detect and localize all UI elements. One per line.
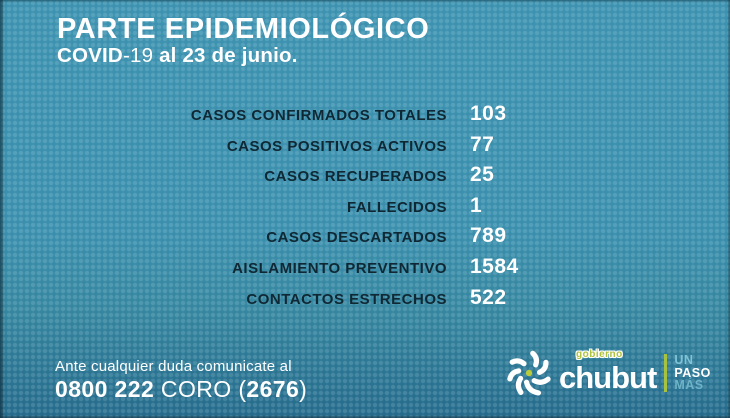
phone-prefix: 0800 222 [55, 376, 155, 402]
stat-value: 1 [470, 193, 483, 217]
logo-chubut-label: chubut [559, 359, 657, 395]
stat-row: CASOS POSITIVOS ACTIVOS 77 [0, 130, 730, 161]
phone-paren-close: ) [299, 376, 308, 402]
stat-value: 789 [470, 224, 507, 248]
stat-label: AISLAMIENTO PREVENTIVO [232, 259, 447, 277]
stat-row: AISLAMIENTO PREVENTIVO 1584 [0, 252, 730, 283]
page-subtitle: COVID-19 al 23 de junio. [57, 45, 429, 67]
stat-label: CASOS POSITIVOS ACTIVOS [226, 137, 447, 155]
stat-value: 77 [470, 132, 495, 156]
chubut-government-logo: gobierno chubut UN PASO MÁS [501, 344, 711, 402]
stat-row: CASOS CONFIRMADOS TOTALES 103 [0, 99, 730, 130]
phone-word: CORO ( [154, 376, 247, 402]
contact-phone: 0800 222 CORO (2676) [55, 376, 307, 402]
stat-row: FALLECIDOS 1 [0, 191, 730, 222]
logo-wordmark: gobierno chubut [559, 349, 657, 395]
stat-value: 522 [470, 285, 507, 309]
stat-label: CASOS RECUPERADOS [264, 168, 447, 186]
stat-value: 25 [470, 163, 495, 187]
stat-label: FALLECIDOS [346, 198, 447, 216]
stat-label: CASOS DESCARTADOS [266, 229, 447, 247]
footer-contact: Ante cualquier duda comunicate al 0800 2… [55, 357, 307, 402]
stat-row: CASOS DESCARTADOS 789 [0, 221, 730, 252]
tagline-paso: PASO [674, 365, 711, 380]
logo-gobierno-label: gobierno [576, 348, 623, 360]
logo-tagline: UN PASO MÁS [664, 354, 711, 392]
stat-value: 1584 [470, 254, 519, 278]
phone-number: 2676 [246, 376, 300, 402]
stat-row: CONTACTOS ESTRECHOS 522 [0, 283, 730, 314]
stat-label: CASOS CONFIRMADOS TOTALES [190, 107, 447, 124]
stat-label: CONTACTOS ESTRECHOS [246, 290, 447, 308]
tagline-mas: MÁS [674, 378, 704, 393]
sun-rays-icon [507, 350, 551, 396]
header: PARTE EPIDEMIOLÓGICO COVID-19 al 23 de j… [57, 13, 429, 67]
subtitle-date: al 23 de junio. [153, 44, 298, 67]
stat-row: CASOS RECUPERADOS 25 [0, 160, 730, 191]
contact-help-text: Ante cualquier duda comunicate al [55, 358, 292, 375]
tagline-un: UN [674, 353, 694, 368]
stat-value: 103 [470, 102, 507, 125]
subtitle-covid: COVID [57, 44, 123, 67]
subtitle-19: -19 [122, 44, 154, 67]
page-title: PARTE EPIDEMIOLÓGICO [57, 13, 430, 45]
stats-list: CASOS CONFIRMADOS TOTALES 103 CASOS POSI… [0, 99, 730, 313]
